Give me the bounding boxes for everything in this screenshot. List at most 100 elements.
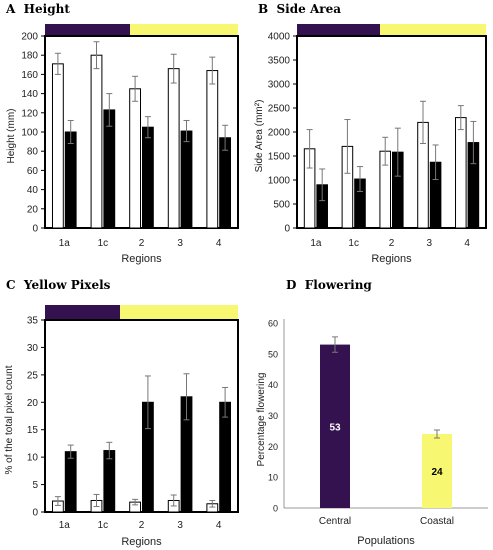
x-tick-label: 3 [427, 238, 433, 249]
y-tick-label: 0 [32, 224, 38, 235]
y-tick-label: 200 [21, 32, 38, 43]
y-axis-label: % of the total pixel count [4, 365, 15, 474]
panel-b: B Side Area 0 500 1000 1500 2000 2500 3000 3500… [250, 0, 493, 272]
y-axis-label: Height (mm) [6, 108, 17, 163]
panel-a: A Height 0 20 40 60 80 100 120 140 160 180 200 Heig… [0, 0, 250, 272]
y-axis-label: Percentage flowering [256, 373, 267, 467]
y-tick-label: 30 [268, 411, 278, 421]
y-tick-label: 80 [27, 147, 39, 158]
y-tick-label: 0 [273, 504, 278, 514]
y-tick-label: 140 [21, 89, 38, 100]
x-tick-label: 4 [216, 238, 222, 249]
x-tick-label: Central [319, 516, 351, 527]
x-axis-label: Regions [371, 253, 412, 265]
y-tick-label: 20 [27, 204, 39, 215]
central-band [297, 24, 380, 36]
y-tick-label: 0 [284, 224, 290, 235]
y-tick-label: 5 [32, 480, 38, 491]
y-tick-label: 10 [268, 473, 278, 483]
y-tick-label: 20 [268, 442, 278, 452]
coastal-bar-4 [219, 401, 232, 513]
x-tick-label: 2 [139, 238, 145, 249]
x-tick-label: 1a [59, 520, 71, 531]
panel-letter: B [258, 2, 269, 16]
coastal-bar-2 [142, 126, 154, 229]
coastal-bar-1a [64, 451, 77, 513]
bar-central [320, 344, 350, 508]
plot-frame [44, 319, 239, 513]
x-tick-label: Coastal [420, 516, 454, 527]
y-tick-label: 500 [273, 200, 290, 211]
data-label: 53 [329, 422, 341, 433]
data-label: 24 [431, 467, 443, 478]
x-tick-label: 1a [59, 238, 71, 249]
y-tick-label: 50 [268, 349, 278, 359]
y-tick-label: 4000 [268, 32, 291, 43]
panel-b-title: B Side Area [258, 2, 341, 16]
panel-c-title: C Yellow Pixels [6, 278, 110, 292]
y-tick-label: 40 [268, 380, 278, 390]
panel-title-text: Yellow Pixels [23, 278, 111, 292]
flowering-chart: 0 10 20 30 40 50 60 Percentage flowering Populat… [256, 319, 488, 547]
y-tick-label: 25 [27, 370, 39, 381]
yellow-pixels-chart: 0 5 10 15 20 25 30 35 % of the total pixel count… [4, 305, 239, 548]
central-bar-1a [51, 63, 64, 229]
panel-title-text: Flowering [304, 278, 372, 292]
y-tick-label: 120 [21, 108, 38, 119]
y-tick-label: 60 [27, 166, 39, 177]
x-tick-label: 4 [464, 238, 470, 249]
bar-coastal [422, 434, 452, 508]
y-tick-label: 160 [21, 70, 38, 81]
x-tick-label: 2 [139, 520, 145, 531]
panel-title-text: Height [23, 2, 70, 16]
panel-letter: C [6, 278, 16, 292]
coastal-bar-1a [64, 131, 77, 229]
y-tick-label: 180 [21, 51, 38, 62]
central-band [45, 305, 120, 320]
y-tick-label: 0 [32, 508, 38, 519]
y-tick-label: 3000 [268, 80, 291, 91]
height-chart: 0 20 40 60 80 100 120 140 160 180 200 Height (mm) Re… [6, 24, 239, 265]
x-tick-label: 1c [348, 238, 359, 249]
x-tick-label: 1c [98, 520, 109, 531]
y-tick-label: 40 [27, 185, 39, 196]
y-tick-label: 1500 [268, 152, 291, 163]
coastal-bar-3 [180, 130, 193, 229]
y-tick-label: 35 [27, 316, 39, 327]
panel-title-text: Side Area [276, 2, 341, 16]
x-axis-label: Regions [121, 253, 162, 265]
central-bar-1c [90, 54, 103, 229]
coastal-band [380, 24, 486, 36]
y-tick-label: 60 [268, 319, 278, 329]
side-area-chart: 0 500 1000 1500 2000 2500 3000 3500 4000 Side Are… [254, 24, 487, 265]
x-axis-label: Populations [357, 535, 415, 547]
x-tick-label: 2 [389, 238, 395, 249]
central-bar-4 [206, 70, 219, 229]
x-tick-label: 4 [216, 520, 222, 531]
panel-letter: D [286, 278, 297, 292]
coastal-bar-1c [103, 450, 116, 513]
y-tick-label: 20 [27, 398, 39, 409]
x-axis-label: Regions [121, 536, 162, 548]
central-bar-2 [129, 88, 142, 229]
central-band [45, 24, 130, 36]
x-tick-label: 1a [310, 238, 322, 249]
coastal-bar-4 [219, 137, 232, 229]
y-tick-label: 2000 [268, 128, 291, 139]
y-tick-label: 2500 [268, 104, 291, 115]
central-bar-4 [455, 117, 467, 229]
y-tick-label: 30 [27, 343, 39, 354]
x-tick-label: 3 [177, 520, 183, 531]
y-tick-label: 3500 [268, 56, 291, 67]
coastal-band [120, 305, 238, 320]
panel-c: C Yellow Pixels 0 5 10 15 20 25 30 35 % of the t… [0, 275, 250, 550]
y-tick-label: 1000 [268, 176, 291, 187]
panel-a-title: A Height [6, 2, 70, 16]
y-tick-label: 15 [27, 425, 39, 436]
panel-d: D Flowering 0 10 20 30 40 50 60 Percentage flow… [250, 275, 493, 550]
x-tick-label: 3 [177, 238, 183, 249]
coastal-band [130, 24, 238, 36]
x-tick-label: 1c [98, 238, 109, 249]
central-bar-3 [167, 68, 180, 229]
y-tick-label: 100 [21, 128, 38, 139]
